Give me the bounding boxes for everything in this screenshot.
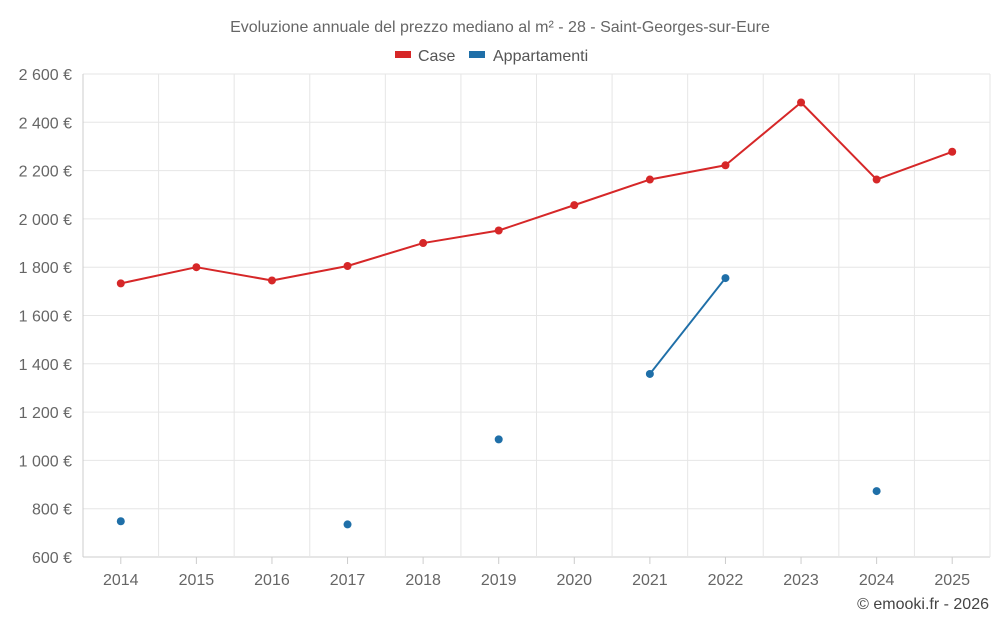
series-case: [116, 98, 957, 288]
y-tick-label: 600 €: [32, 550, 72, 567]
y-tick-label: 2 000 €: [19, 212, 72, 229]
legend-label-appartamenti: Appartamenti: [493, 48, 588, 65]
legend-item-appartamenti[interactable]: Appartamenti: [469, 48, 588, 65]
credit-text: © emooki.fr - 2026: [857, 596, 989, 613]
y-axis: 600 € 800 € 1 000 € 1 200 € 1 400 € 1 600 € 1 …: [19, 67, 72, 567]
y-tick-label: 1 800 €: [19, 260, 72, 277]
data-point[interactable]: [116, 517, 125, 526]
series-layer: [116, 98, 957, 529]
x-axis: 2014 2015 2016 2017 2018 2019 2020 2021 2022 2023…: [103, 557, 970, 589]
y-tick-label: 2 400 €: [19, 115, 72, 132]
x-tick-label: 2015: [179, 572, 215, 589]
legend-item-case[interactable]: Case: [395, 48, 455, 65]
data-point[interactable]: [116, 279, 125, 288]
data-point[interactable]: [645, 369, 654, 378]
y-tick-label: 2 600 €: [19, 67, 72, 84]
x-tick-label: 2018: [405, 572, 441, 589]
chart-title: Evoluzione annuale del prezzo mediano al…: [230, 19, 770, 36]
legend[interactable]: Case Appartamenti: [395, 48, 588, 65]
data-point[interactable]: [419, 239, 428, 248]
series-line: [120, 101, 953, 285]
data-point[interactable]: [343, 520, 352, 529]
x-tick-label: 2024: [859, 572, 895, 589]
data-point[interactable]: [192, 263, 201, 272]
x-tick-label: 2023: [783, 572, 819, 589]
y-tick-label: 1 400 €: [19, 357, 72, 374]
data-point[interactable]: [872, 487, 881, 496]
data-point[interactable]: [343, 261, 352, 270]
y-tick-label: 1 200 €: [19, 405, 72, 422]
y-tick-label: 1 000 €: [19, 453, 72, 470]
x-tick-label: 2016: [254, 572, 290, 589]
x-tick-label: 2019: [481, 572, 517, 589]
data-point[interactable]: [721, 161, 730, 170]
x-tick-label: 2020: [556, 572, 592, 589]
x-tick-label: 2021: [632, 572, 668, 589]
legend-swatch-case: [395, 51, 411, 58]
data-point[interactable]: [948, 147, 957, 156]
grid: [82, 73, 991, 558]
x-tick-label: 2022: [708, 572, 744, 589]
legend-label-case: Case: [418, 48, 455, 65]
data-point[interactable]: [872, 175, 881, 184]
x-tick-label: 2014: [103, 572, 139, 589]
data-point[interactable]: [494, 226, 503, 235]
data-point[interactable]: [267, 276, 276, 285]
data-point[interactable]: [797, 98, 806, 107]
x-tick-label: 2017: [330, 572, 366, 589]
x-tick-label: 2025: [934, 572, 970, 589]
y-tick-label: 1 600 €: [19, 309, 72, 326]
series-appartamenti: [116, 274, 881, 529]
y-tick-label: 2 200 €: [19, 164, 72, 181]
legend-swatch-appartamenti: [469, 51, 485, 58]
series-line: [649, 277, 727, 375]
data-point[interactable]: [494, 435, 503, 444]
y-tick-label: 800 €: [32, 502, 72, 519]
data-point[interactable]: [645, 175, 654, 184]
data-point[interactable]: [570, 201, 579, 210]
data-point[interactable]: [721, 274, 730, 283]
